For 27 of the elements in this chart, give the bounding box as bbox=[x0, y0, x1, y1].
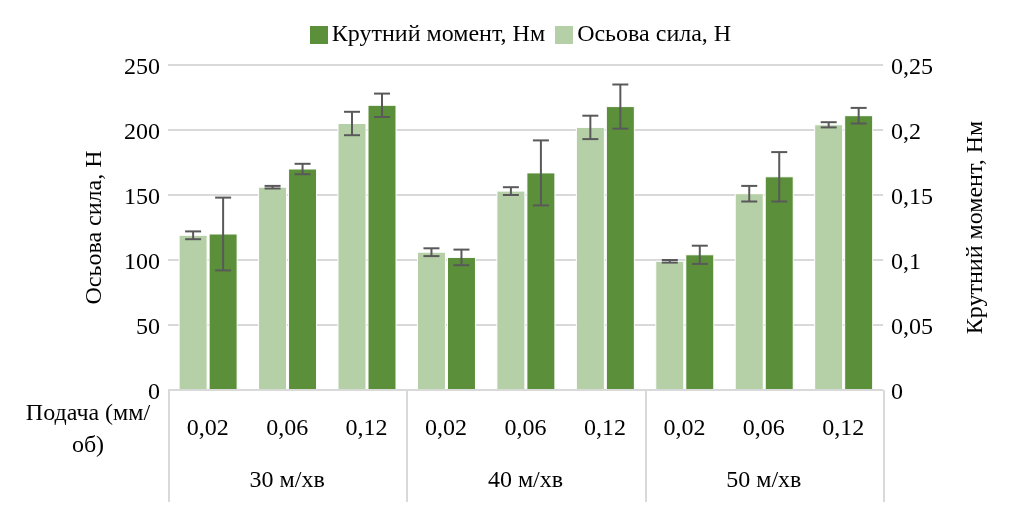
text: 50 м/хв bbox=[725, 466, 803, 493]
x-tick-label: 0,06 bbox=[266, 414, 309, 441]
y-tick-label: 200 bbox=[124, 117, 160, 144]
x-tick-label: 0,12 bbox=[583, 414, 626, 441]
y2-tick-label: 0,15 bbox=[891, 182, 933, 209]
y2-tick-label: 0,2 bbox=[891, 117, 921, 144]
x-tick-label: 0,12 bbox=[345, 414, 388, 441]
x-tick-label: 0,02 bbox=[425, 414, 468, 441]
y-axis-title: Осьова сила, Н bbox=[79, 150, 106, 305]
y2-axis-title: Крутний момент, Нм bbox=[960, 120, 987, 335]
x-tick-label: 0,12 bbox=[822, 414, 865, 441]
y-tick-label: 50 bbox=[136, 312, 160, 339]
text: 30 м/хв bbox=[248, 466, 326, 493]
y-tick-label: 100 bbox=[124, 247, 160, 274]
y-tick-label: 250 bbox=[124, 52, 160, 79]
y2-tick-label: 0 bbox=[891, 377, 903, 404]
legend-label: Крутний момент, Нм bbox=[331, 20, 546, 46]
y-tick-label: 150 bbox=[124, 182, 160, 209]
y2-tick-label: 0,05 bbox=[891, 312, 933, 339]
x-tick-label: 0,02 bbox=[663, 414, 706, 441]
x-tick-label: 0,06 bbox=[742, 414, 785, 441]
y2-tick-label: 0,25 bbox=[891, 52, 933, 79]
x-tick-label: 0,06 bbox=[504, 414, 547, 441]
x-tick-label: 0,02 bbox=[186, 414, 229, 441]
text: 40 м/хв bbox=[486, 466, 565, 493]
legend-label: Осьова сила, Н bbox=[577, 20, 732, 46]
y2-tick-label: 0,1 bbox=[891, 247, 921, 274]
